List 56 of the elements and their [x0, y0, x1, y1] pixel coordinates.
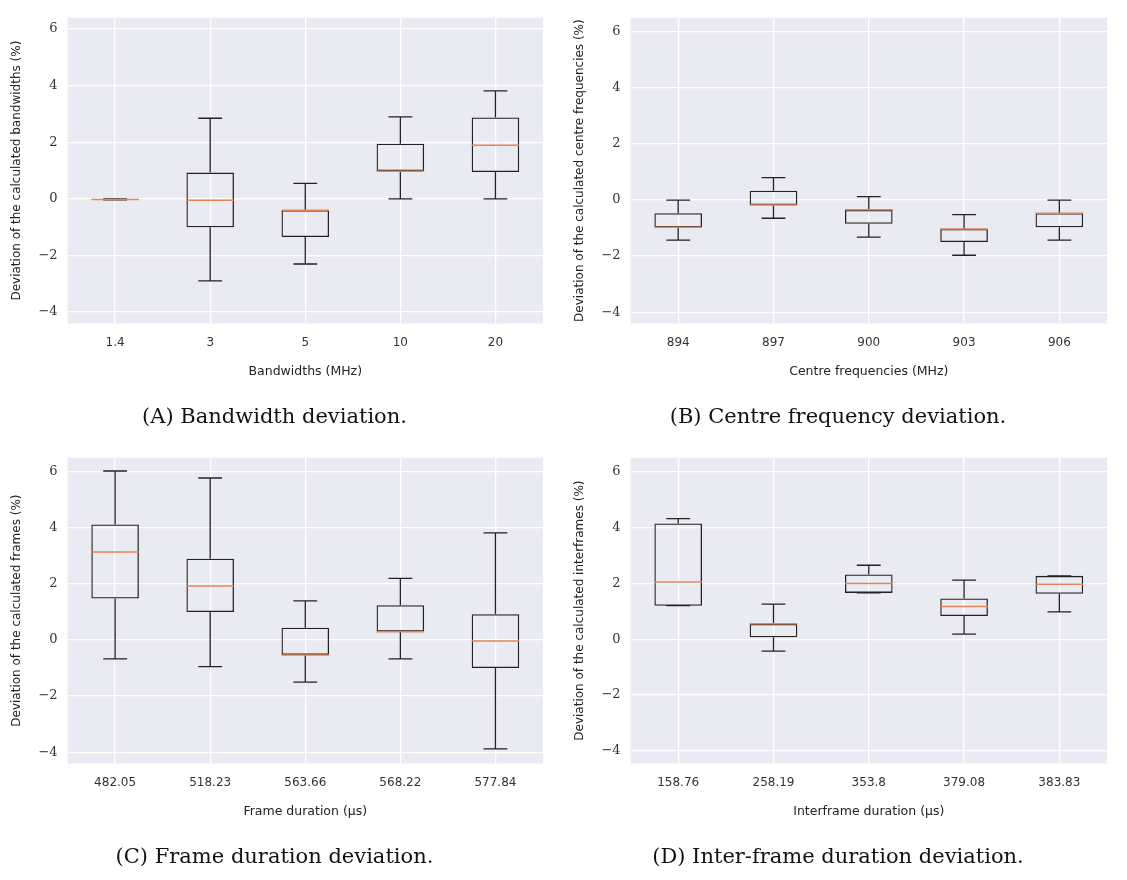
- y-axis-title: Deviation of the calculated frames (%): [9, 494, 24, 727]
- y-tick-label: 6: [612, 23, 621, 39]
- x-tick-label: 383.83: [1038, 774, 1081, 789]
- y-tick-label: −4: [601, 303, 621, 319]
- y-tick-label: 6: [612, 463, 621, 479]
- x-tick-label: 577.84: [474, 774, 517, 789]
- y-tick-label: 2: [612, 574, 621, 590]
- y-tick-label: 0: [612, 630, 621, 646]
- x-tick-label: 379.08: [943, 774, 986, 789]
- x-axis-title: Interframe duration (μs): [793, 802, 945, 818]
- y-tick-label: 4: [612, 518, 621, 534]
- x-tick-label: 906: [1047, 334, 1071, 349]
- x-axis-title: Frame duration (μs): [243, 802, 368, 818]
- y-tick-label: 6: [49, 463, 58, 479]
- y-tick-label: −2: [601, 247, 621, 263]
- text: (B) Centre frequency deviation.: [669, 403, 1007, 428]
- x-axis-title: Centre frequencies (MHz): [789, 362, 949, 378]
- y-axis-title: Deviation of the calculated bandwidths (%): [9, 40, 24, 301]
- y-tick-label: 2: [49, 133, 58, 149]
- y-tick-label: 4: [49, 519, 58, 535]
- x-tick-label: 900: [857, 334, 881, 349]
- x-tick-label: 258.19: [752, 774, 795, 789]
- x-tick-label: 568.22: [379, 774, 422, 789]
- x-tick-label: 1.4: [105, 334, 125, 349]
- x-tick-label: 903: [952, 334, 976, 349]
- x-tick-label: 482.05: [94, 774, 137, 789]
- text: (C) Frame duration deviation.: [115, 843, 434, 868]
- y-tick-label: −2: [38, 687, 58, 703]
- x-axis-title: Bandwidths (MHz): [248, 362, 363, 378]
- y-tick-label: 0: [612, 191, 621, 207]
- x-tick-label: 897: [762, 334, 785, 349]
- y-tick-label: −2: [601, 686, 621, 702]
- x-tick-label: 5: [301, 334, 310, 349]
- y-tick-label: −4: [601, 742, 621, 758]
- text: (D) Inter-frame duration deviation.: [652, 843, 1024, 868]
- y-tick-label: 4: [612, 79, 621, 95]
- x-tick-label: 894: [666, 334, 690, 349]
- text: (A) Bandwidth deviation.: [142, 403, 407, 428]
- y-axis-title: Deviation of the calculated centre frequencies (%): [572, 19, 587, 322]
- y-tick-label: 0: [49, 631, 58, 647]
- x-tick-label: 518.23: [189, 774, 232, 789]
- x-tick-label: 20: [487, 334, 504, 349]
- y-tick-label: −4: [38, 743, 58, 759]
- x-tick-label: 3: [206, 334, 215, 349]
- y-tick-label: 0: [49, 190, 58, 206]
- x-tick-label: 158.76: [657, 774, 700, 789]
- y-tick-label: −2: [38, 246, 58, 262]
- y-tick-label: 2: [49, 575, 58, 591]
- y-axis-title: Deviation of the calculated interframes (%): [572, 480, 587, 741]
- x-tick-label: 353.8: [851, 774, 886, 789]
- y-tick-label: 4: [49, 77, 58, 93]
- y-tick-label: −4: [38, 303, 58, 319]
- y-tick-label: 2: [612, 135, 621, 151]
- y-tick-label: 6: [49, 20, 58, 36]
- x-tick-label: 563.66: [284, 774, 327, 789]
- x-tick-label: 10: [392, 334, 409, 349]
